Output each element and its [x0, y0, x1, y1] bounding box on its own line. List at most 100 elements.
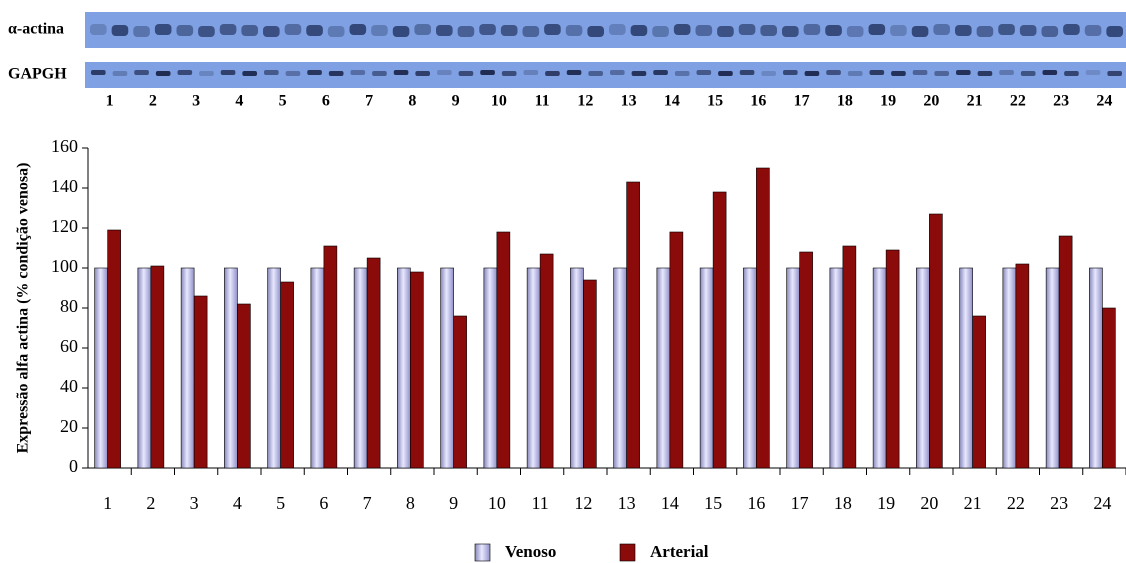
- blot-band: [112, 71, 128, 76]
- blot-band: [696, 70, 712, 75]
- x-tick-label: 3: [190, 493, 199, 513]
- blot-band: [847, 71, 863, 76]
- blot-band: [501, 71, 517, 76]
- bar: [743, 267, 757, 469]
- blot-band: [372, 71, 387, 76]
- blot-band: [803, 24, 821, 35]
- bar: [786, 267, 800, 469]
- x-tick-label: 9: [449, 493, 458, 513]
- bar: [310, 267, 325, 469]
- blot-band: [176, 25, 194, 36]
- y-axis-label: Expressão alfa actina (% condição venosa…: [15, 163, 32, 454]
- bar: [1045, 267, 1060, 469]
- blot-band: [328, 71, 344, 76]
- blot-band: [199, 71, 214, 76]
- blot-band: [1063, 24, 1080, 35]
- blot-band: [674, 71, 690, 76]
- blot-band: [912, 70, 928, 75]
- blot-band: [1084, 25, 1102, 36]
- blot-band: [133, 26, 150, 37]
- blot-row-actin: [85, 12, 1126, 48]
- blot-band: [717, 26, 734, 37]
- blot-band: [327, 26, 345, 37]
- y-tick-label: 140: [51, 176, 78, 196]
- blot-band: [891, 71, 906, 76]
- lane-label: 6: [322, 93, 330, 110]
- blot-band: [111, 25, 129, 36]
- blot-band: [610, 70, 625, 75]
- bar: [1058, 235, 1073, 469]
- blot-row-label: α-actina: [8, 21, 64, 38]
- blot-band: [825, 25, 842, 36]
- lane-label: 19: [880, 93, 896, 110]
- bar: [669, 231, 684, 469]
- bar: [613, 267, 627, 469]
- bar: [366, 257, 381, 469]
- bar: [929, 213, 943, 469]
- blot-band: [760, 25, 777, 36]
- blot-band: [306, 25, 323, 36]
- bar: [1015, 263, 1030, 469]
- bar: [885, 249, 900, 469]
- blot-band: [436, 25, 453, 36]
- bar: [323, 245, 338, 469]
- blot-band: [976, 26, 994, 37]
- bar: [570, 267, 584, 469]
- bar: [972, 315, 986, 469]
- x-tick-label: 2: [146, 493, 155, 513]
- blot-band: [500, 25, 518, 36]
- blot-band: [392, 26, 410, 37]
- y-tick-label: 0: [69, 456, 78, 476]
- blot-band: [523, 70, 539, 75]
- blot-band: [588, 71, 603, 76]
- x-tick-label: 16: [747, 493, 765, 513]
- blot-band: [522, 26, 540, 37]
- blot-band: [804, 71, 820, 76]
- lane-label: 10: [491, 93, 507, 110]
- bar: [237, 303, 251, 469]
- bar: [916, 267, 930, 469]
- bar: [353, 267, 368, 469]
- lane-label: 24: [1096, 93, 1112, 110]
- bar: [799, 251, 813, 469]
- blot-band: [393, 70, 409, 75]
- lane-label: 20: [923, 93, 939, 110]
- blot-band: [219, 24, 237, 35]
- x-tick-label: 15: [704, 493, 722, 513]
- lane-label: 5: [279, 93, 287, 110]
- blot-band: [264, 70, 279, 75]
- legend-swatch: [474, 543, 491, 562]
- blot-band: [761, 71, 776, 76]
- blot-band: [783, 70, 798, 75]
- blot-band: [307, 70, 322, 75]
- blot-band: [371, 25, 388, 36]
- legend-swatch: [619, 543, 636, 562]
- blot-band: [782, 26, 799, 37]
- legend-label: Venoso: [505, 542, 556, 561]
- legend-label: Arterial: [650, 542, 709, 561]
- x-tick-label: 4: [233, 493, 242, 513]
- bar: [842, 245, 857, 469]
- x-tick-label: 1: [103, 493, 112, 513]
- blot-row-gapdh: [85, 62, 1126, 88]
- bar: [440, 267, 454, 469]
- lane-label: 1: [106, 93, 114, 110]
- x-tick-label: 23: [1050, 493, 1068, 513]
- blot-band: [565, 25, 583, 36]
- blot-band: [1042, 70, 1058, 75]
- blot-band: [415, 71, 430, 76]
- bar: [1089, 267, 1103, 469]
- bar: [410, 271, 424, 469]
- bar: [94, 267, 108, 469]
- blot-band: [177, 70, 193, 75]
- blot-band: [263, 26, 280, 37]
- blot-band: [414, 24, 431, 35]
- blot-band: [630, 25, 648, 36]
- lane-label: 15: [707, 93, 723, 110]
- x-tick-label: 17: [791, 493, 809, 513]
- blot-band: [284, 24, 302, 35]
- blot-band: [911, 26, 929, 37]
- bar: [180, 267, 195, 469]
- blot-band: [739, 70, 755, 75]
